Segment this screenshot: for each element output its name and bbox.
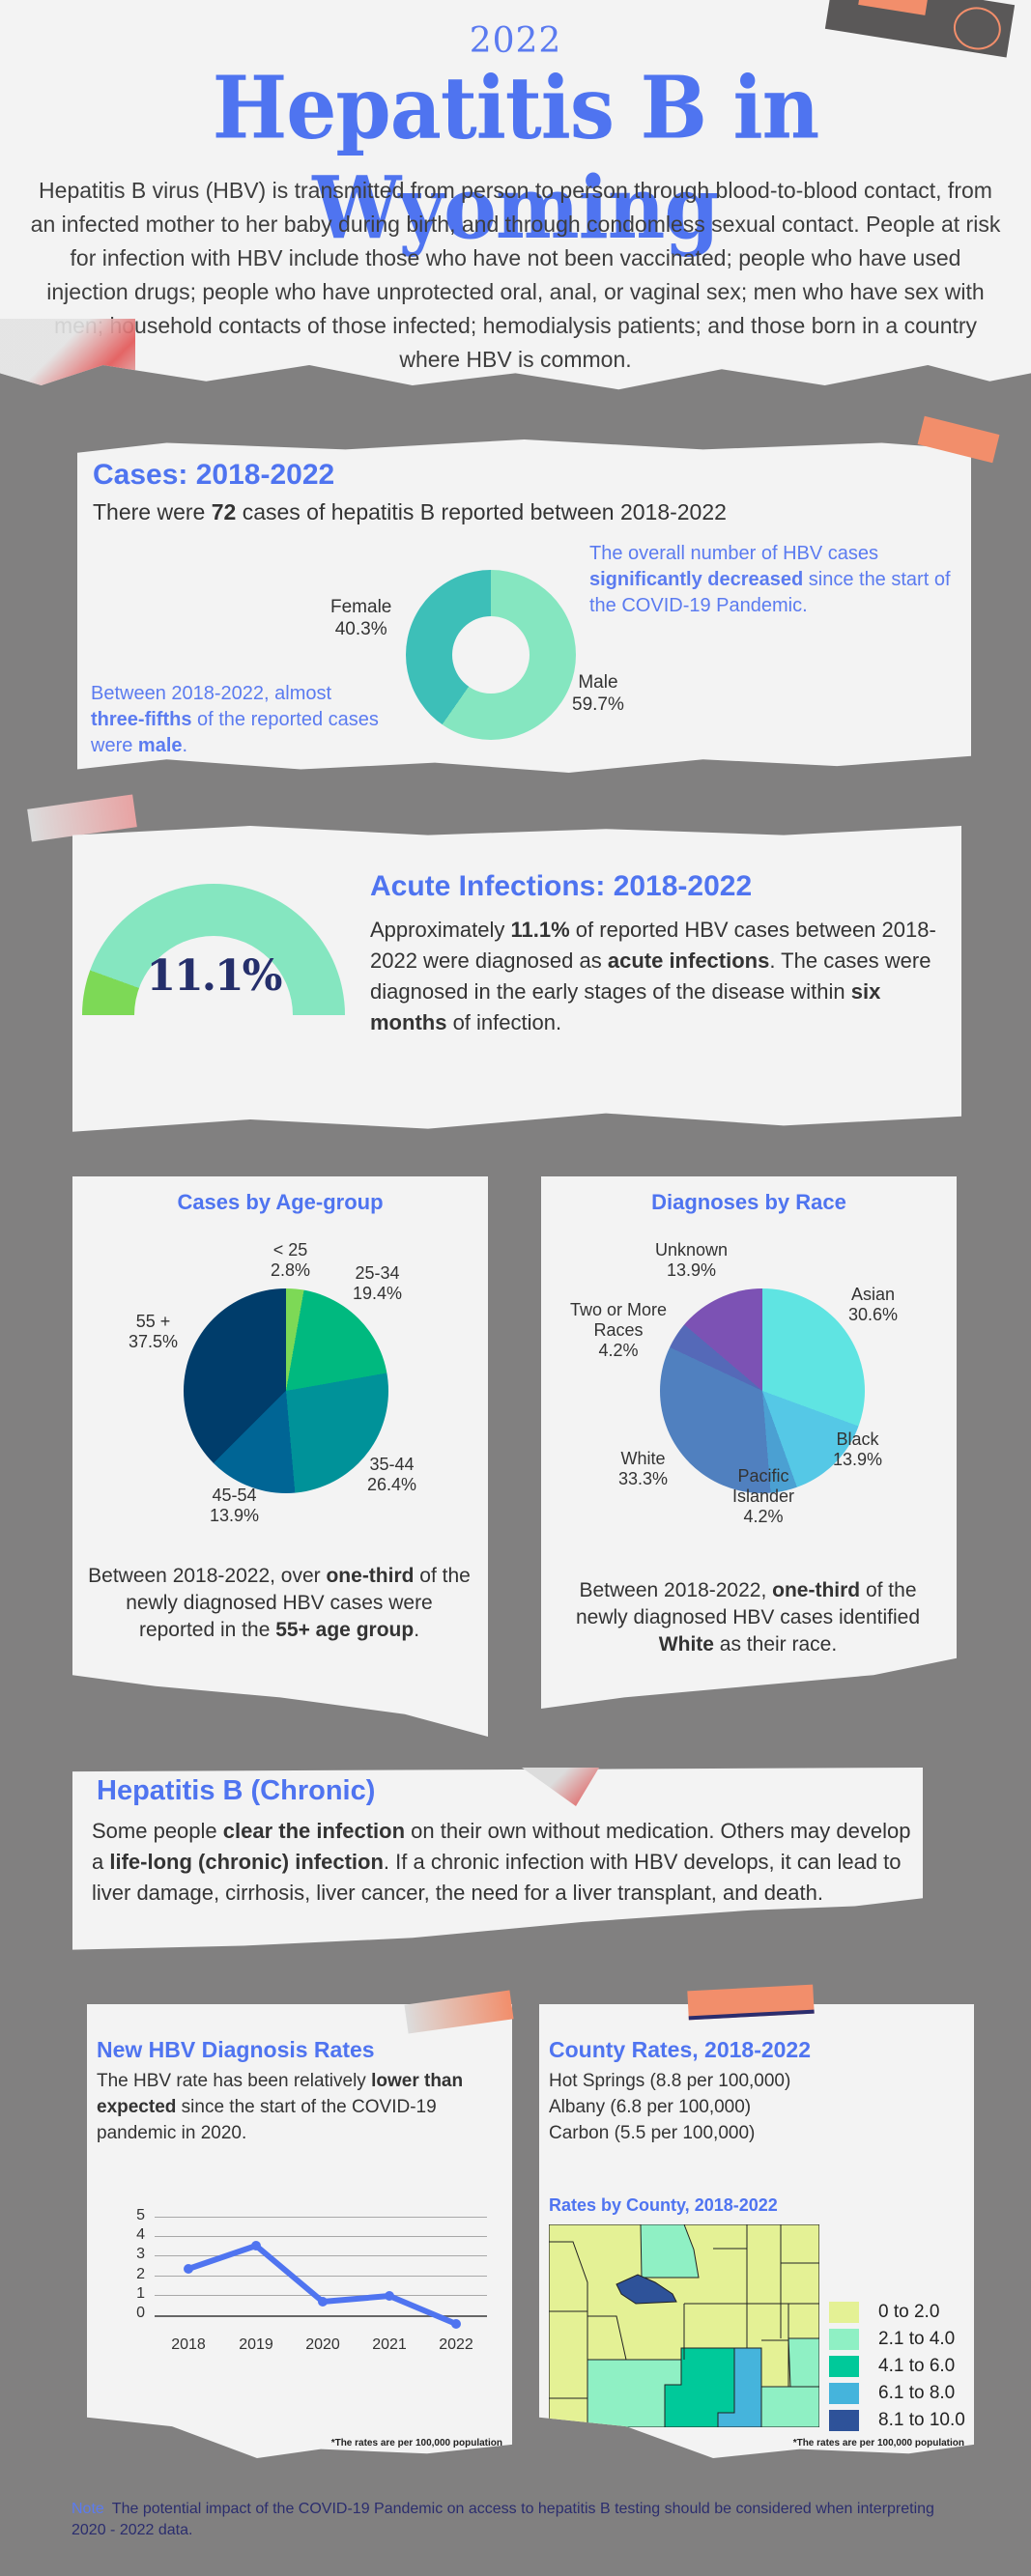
female-label: Female 40.3% bbox=[330, 597, 392, 639]
cases-title: Cases: 2018-2022 bbox=[93, 459, 335, 491]
pie-label: Two or More Races 4.2% bbox=[569, 1300, 668, 1360]
pie-label: Black 13.9% bbox=[833, 1430, 883, 1469]
pie-label: White 33.3% bbox=[618, 1449, 669, 1488]
pie-label: Unknown 13.9% bbox=[655, 1240, 729, 1280]
county-item: Albany (6.8 per 100,000) bbox=[549, 2097, 752, 2117]
cases-lead: There were 72 cases of hepatitis B repor… bbox=[93, 499, 727, 524]
county-rates-card: County Rates, 2018-2022 Hot Springs (8.8… bbox=[539, 2004, 974, 2458]
county-item: Hot Springs (8.8 per 100,000) bbox=[549, 2071, 791, 2091]
male-label: Male 59.7% bbox=[572, 672, 624, 715]
intro-paragraph: Hepatitis B virus (HBV) is transmitted f… bbox=[30, 178, 1001, 372]
acute-section: 11.1% Acute Infections: 2018-2022 Approx… bbox=[72, 826, 961, 1132]
race-pie-chart bbox=[660, 1288, 865, 1493]
cases-section: Cases: 2018-2022 There were 72 cases of … bbox=[77, 439, 971, 773]
county-title: County Rates, 2018-2022 bbox=[549, 2037, 812, 2062]
gauge-value: 11.1% bbox=[146, 951, 283, 1001]
rates-footnote: *The rates are per 100,000 population bbox=[330, 2438, 502, 2449]
acute-body: Approximately 11.1% of reported HBV case… bbox=[370, 918, 936, 1034]
decrease-note: The overall number of HBV cases signific… bbox=[589, 543, 951, 616]
rate-line bbox=[184, 2241, 461, 2329]
chronic-section: Hepatitis B (Chronic) Some people clear … bbox=[72, 1768, 923, 1950]
legend-item: 0 to 2.0 bbox=[829, 2299, 965, 2326]
age-pie-chart bbox=[184, 1288, 388, 1493]
race-title: Diagnoses by Race bbox=[651, 1190, 846, 1214]
pie-label: Asian 30.6% bbox=[848, 1285, 899, 1324]
county-item: Carbon (5.5 per 100,000) bbox=[549, 2123, 756, 2143]
legend-item: 4.1 to 6.0 bbox=[829, 2353, 965, 2380]
race-summary: Between 2018-2022, one-third of the newl… bbox=[575, 1579, 921, 1656]
report-year: 2022 bbox=[469, 21, 562, 61]
map-legend: 0 to 2.0 2.1 to 4.0 4.1 to 6.0 6.1 to 8.… bbox=[829, 2299, 965, 2434]
pie-label: Pacific Islander 4.2% bbox=[731, 1466, 795, 1526]
county-footnote: *The rates are per 100,000 population bbox=[792, 2438, 964, 2449]
chronic-body: Some people clear the infection on their… bbox=[92, 1819, 911, 1905]
legend-item: 8.1 to 10.0 bbox=[829, 2407, 965, 2434]
chronic-title: Hepatitis B (Chronic) bbox=[97, 1775, 376, 1806]
pie-label: < 25 2.8% bbox=[271, 1240, 311, 1280]
race-card: Diagnoses by Race Asian 30.6% Black 13.9% … bbox=[541, 1176, 957, 1709]
map-title: Rates by County, 2018-2022 bbox=[549, 2195, 778, 2215]
county-list: Hot Springs (8.8 per 100,000) Albany (6.… bbox=[549, 2068, 955, 2146]
rates-line-chart: 5 4 3 2 1 0 2018 2019 2020 2021 2022 bbox=[126, 2207, 502, 2353]
age-summary: Between 2018-2022, over one-third of the… bbox=[88, 1565, 471, 1641]
male-share-note: Between 2018-2022, almost three-fifths o… bbox=[91, 683, 379, 756]
acute-gauge-chart bbox=[82, 884, 345, 1015]
pie-label: 45-54 13.9% bbox=[210, 1486, 260, 1525]
rates-body: The HBV rate has been relatively lower t… bbox=[97, 2071, 464, 2143]
age-title: Cases by Age-group bbox=[177, 1190, 384, 1214]
footer-note: Note The potential impact of the COVID-19… bbox=[72, 2499, 960, 2541]
note-label: Note bbox=[72, 2501, 104, 2517]
pie-label: 25-34 19.4% bbox=[353, 1263, 403, 1303]
note-text: The potential impact of the COVID-19 Pan… bbox=[72, 2501, 934, 2538]
decorative-paper-scrap bbox=[0, 319, 135, 390]
sex-donut-chart bbox=[406, 570, 576, 740]
page-title: Hepatitis B in Wyoming bbox=[212, 58, 820, 259]
rates-title: New HBV Diagnosis Rates bbox=[97, 2037, 375, 2062]
pie-label: 35-44 26.4% bbox=[367, 1455, 417, 1494]
age-group-card: Cases by Age-group < 25 2.8% 25-34 19.4% 3… bbox=[72, 1176, 488, 1737]
acute-title: Acute Infections: 2018-2022 bbox=[370, 870, 753, 902]
diagnosis-rates-card: New HBV Diagnosis Rates The HBV rate has… bbox=[87, 2004, 512, 2458]
legend-item: 2.1 to 4.0 bbox=[829, 2326, 965, 2353]
legend-item: 6.1 to 8.0 bbox=[829, 2380, 965, 2407]
header-section: 2022 Hepatitis B in Wyoming Hepatitis B … bbox=[0, 0, 1031, 390]
wyoming-county-map bbox=[549, 2224, 819, 2427]
pie-label: 55 +37.5% bbox=[129, 1312, 179, 1351]
